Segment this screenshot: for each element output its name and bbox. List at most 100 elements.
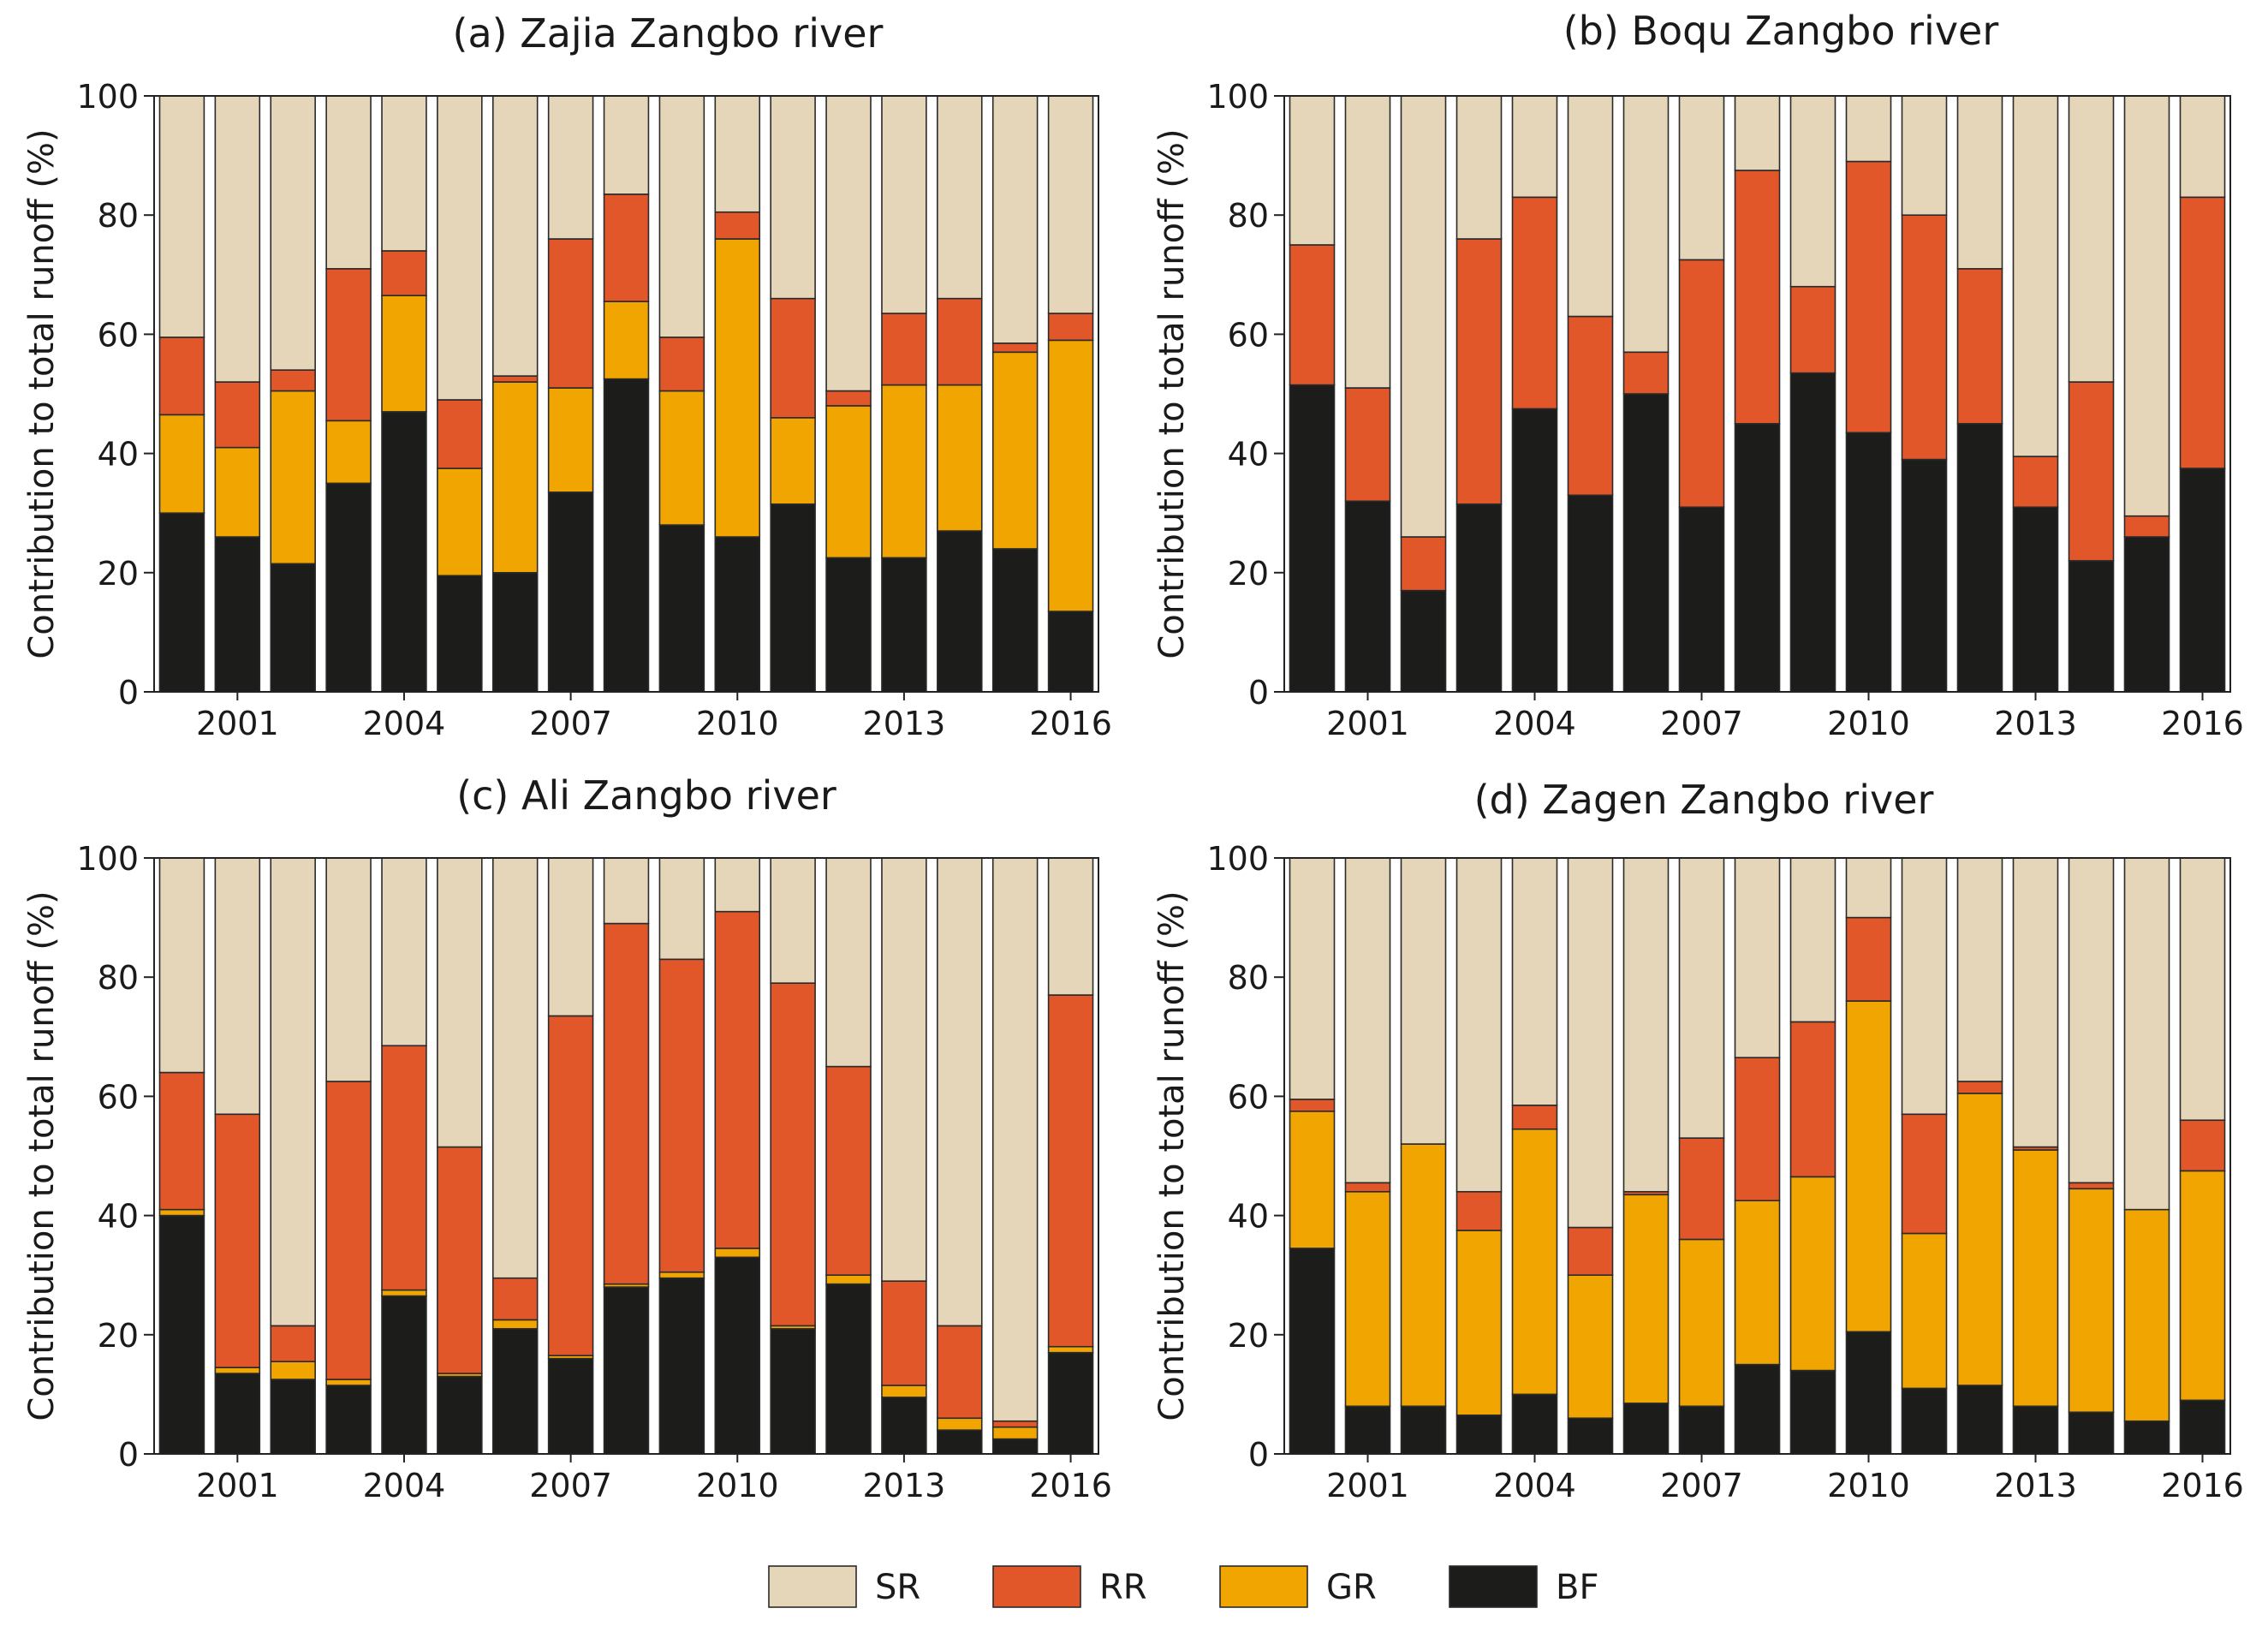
bar-RR-2011: [770, 982, 816, 1327]
bar-BF-2014: [2068, 560, 2115, 693]
x-tick-label: 2004: [363, 1467, 446, 1504]
y-tick-label: 40: [98, 1198, 139, 1236]
bar-GR-2001: [214, 1367, 261, 1374]
bar-BF-2010: [1845, 432, 1892, 693]
bar-SR-2013: [881, 95, 927, 314]
bar-SR-2012: [1956, 95, 2003, 270]
bar-SR-2015: [2123, 95, 2170, 517]
bar-GR-2002: [270, 1361, 316, 1380]
bar-GR-2011: [770, 417, 816, 505]
plot-frame: [153, 857, 1099, 1455]
bar-BF-2006: [491, 571, 539, 693]
bar-GR-2014: [937, 1417, 983, 1431]
bar-SR-2012: [1956, 857, 2003, 1082]
chart-title: (d) Zagen Zangbo river: [1474, 777, 1934, 823]
x-tick-label: 2010: [696, 705, 779, 742]
bar-RR-2012: [825, 390, 872, 407]
y-tick-label: 80: [98, 197, 139, 235]
bar-BF-2004: [1511, 1393, 1558, 1455]
y-tick-label: 40: [98, 436, 139, 474]
x-tick-label: 2016: [1029, 705, 1112, 742]
bar-RR-2015: [991, 342, 1039, 354]
bar-BF-2003: [325, 1385, 372, 1455]
bar-GR-2013: [881, 1385, 927, 1398]
bar-RR-2016: [1047, 313, 1094, 342]
bar-GR-2012: [825, 1274, 872, 1285]
chart-panel-c: (c) Ali Zangbo river Contribution to tota…: [22, 772, 1112, 1504]
y-tick-label: 100: [76, 78, 139, 116]
bar-SR-2001: [214, 857, 261, 1116]
bar-BF-2012: [825, 557, 872, 693]
bar-SR-2012: [825, 857, 872, 1068]
bar-RR-2000: [1289, 1099, 1336, 1112]
bar-GR-2006: [491, 1319, 539, 1330]
bar-RR-2010: [1845, 916, 1892, 1002]
x-tick-label: 2013: [863, 705, 946, 742]
bar-BF-2000: [1289, 1248, 1336, 1455]
bar-RR-2013: [881, 313, 927, 386]
y-tick-label: 60: [1228, 1078, 1269, 1116]
y-tick-label: 20: [98, 555, 139, 593]
bar-SR-2004: [381, 95, 427, 252]
y-tick-label: 80: [1228, 197, 1269, 235]
bar-BF-2001: [214, 1373, 261, 1455]
bar-RR-2014: [2068, 1182, 2115, 1190]
bar-group: [158, 95, 1094, 693]
bar-GR-2016: [2179, 1170, 2226, 1402]
bar-GR-2013: [881, 384, 927, 559]
bar-BF-2007: [1678, 1405, 1725, 1455]
bar-RR-2001: [1344, 387, 1391, 503]
bar-GR-2004: [381, 1289, 427, 1297]
legend-label-RR: RR: [1099, 1568, 1147, 1607]
plot-frame: [1283, 857, 2231, 1455]
panels: (a) Zajia Zangbo river Contribution to to…: [22, 8, 2244, 1504]
bar-BF-2003: [1455, 1414, 1503, 1455]
bar-RR-2014: [937, 1325, 983, 1420]
bar-RR-2009: [1789, 285, 1836, 374]
bar-RR-2007: [547, 1015, 594, 1356]
bar-BF-2002: [270, 563, 316, 693]
legend-label-GR: GR: [1326, 1568, 1377, 1607]
bar-GR-2005: [1567, 1274, 1614, 1420]
bar-SR-2002: [1400, 857, 1447, 1145]
bar-RR-2001: [214, 1113, 261, 1368]
bar-SR-2015: [2123, 857, 2170, 1211]
bar-GR-2016: [1047, 339, 1094, 612]
chart-panel-a: (a) Zajia Zangbo river Contribution to to…: [22, 10, 1112, 742]
bar-BF-2001: [1344, 1405, 1391, 1455]
bar-RR-2010: [1845, 160, 1892, 434]
chart-title: (c) Ali Zangbo river: [456, 772, 836, 819]
bar-BF-2000: [158, 1214, 205, 1455]
bar-BF-2009: [658, 524, 705, 693]
bar-RR-2001: [1344, 1182, 1391, 1193]
chart-panel-d: (d) Zagen Zangbo river Contribution to to…: [1152, 777, 2244, 1504]
bar-RR-2010: [714, 910, 761, 1249]
bar-RR-2011: [1901, 214, 1948, 461]
bar-BF-2014: [937, 1429, 983, 1455]
bar-SR-2016: [2179, 857, 2226, 1122]
bar-GR-2006: [491, 381, 539, 574]
bar-GR-2012: [1956, 1093, 2003, 1386]
bar-BF-2014: [2068, 1411, 2115, 1455]
x-tick-label: 2001: [196, 705, 279, 742]
bar-SR-2015: [991, 857, 1039, 1422]
bar-RR-2004: [381, 250, 427, 296]
bar-SR-2011: [1901, 95, 1948, 216]
bar-RR-2007: [1678, 259, 1725, 509]
y-tick-label: 80: [98, 959, 139, 997]
bar-RR-2014: [937, 297, 983, 386]
bar-RR-2003: [325, 1081, 372, 1380]
x-tick-label: 2016: [1029, 1467, 1112, 1504]
bar-GR-2016: [1047, 1345, 1094, 1354]
bar-BF-2011: [770, 503, 816, 693]
bar-BF-2012: [825, 1283, 872, 1455]
bar-GR-2014: [937, 384, 983, 532]
bar-SR-2007: [547, 95, 594, 240]
bar-BF-2003: [1455, 503, 1503, 693]
x-tick-label: 2001: [1326, 705, 1409, 742]
bar-BF-2002: [1400, 1405, 1447, 1455]
bar-RR-2002: [1400, 536, 1447, 592]
y-tick-label: 100: [76, 840, 139, 878]
y-axis-label: Contribution to total runoff (%): [22, 890, 62, 1421]
bar-BF-2007: [547, 491, 594, 693]
